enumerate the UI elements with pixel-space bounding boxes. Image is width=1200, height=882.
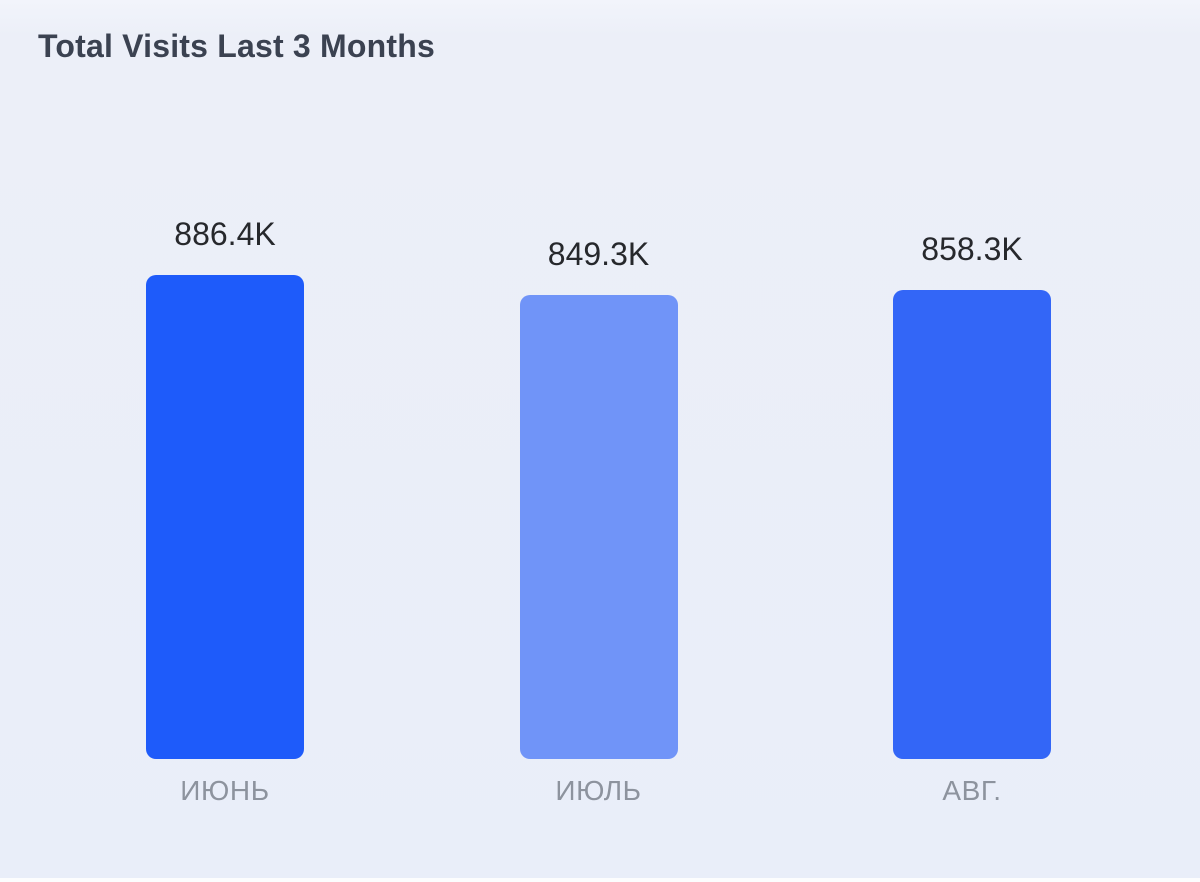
- bar-value-label: 858.3K: [921, 230, 1023, 267]
- chart-title: Total Visits Last 3 Months: [38, 28, 435, 64]
- bar-value-label: 849.3K: [547, 235, 650, 272]
- bar-1[interactable]: [146, 275, 304, 759]
- bar-category-label: ИЮЛЬ: [555, 775, 642, 806]
- bar-category-label: ИЮНЬ: [180, 775, 270, 806]
- bar-2[interactable]: [519, 295, 678, 759]
- bar-value-label: 886.4K: [174, 215, 276, 252]
- card-bottom-edge: [0, 878, 1200, 882]
- bar-category-label: АВГ.: [942, 775, 1002, 806]
- bar-3[interactable]: [893, 290, 1051, 759]
